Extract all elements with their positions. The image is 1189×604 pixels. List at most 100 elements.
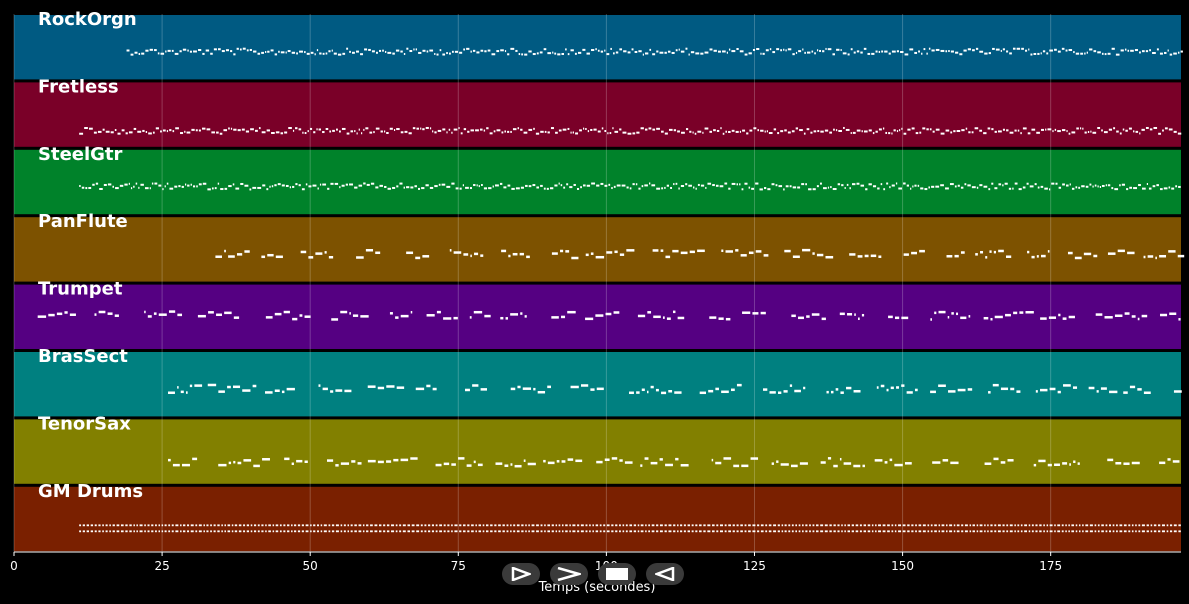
note-mark — [139, 530, 143, 533]
stop-button[interactable] — [598, 563, 636, 585]
note-mark — [528, 530, 530, 533]
note-mark — [827, 186, 830, 189]
note-mark — [233, 316, 240, 319]
note-mark — [1082, 127, 1084, 130]
note-mark — [976, 524, 979, 527]
note-mark — [354, 530, 357, 533]
note-mark — [906, 184, 909, 187]
note-mark — [590, 252, 594, 255]
note-mark — [688, 184, 692, 187]
note-mark — [426, 314, 435, 317]
note-mark — [528, 524, 530, 527]
note-mark — [500, 316, 504, 320]
note-mark — [742, 311, 751, 314]
note-mark — [572, 530, 576, 533]
note-mark — [872, 132, 875, 135]
note-mark — [666, 184, 669, 187]
note-mark — [453, 316, 458, 320]
note-mark — [218, 463, 227, 467]
note-mark — [919, 131, 922, 134]
note-mark — [319, 183, 322, 186]
note-mark — [274, 53, 278, 56]
note-mark — [748, 52, 752, 55]
note-mark — [868, 183, 872, 186]
forward-button[interactable] — [550, 563, 588, 585]
play-button[interactable] — [502, 563, 540, 585]
note-mark — [1177, 254, 1185, 258]
note-mark — [165, 50, 167, 53]
note-mark — [707, 524, 711, 527]
note-mark — [105, 530, 108, 533]
note-mark — [69, 313, 76, 316]
note-mark — [1115, 53, 1120, 56]
note-mark — [144, 310, 146, 314]
note-mark — [384, 50, 387, 53]
note-mark — [645, 530, 647, 533]
note-mark — [915, 524, 917, 527]
note-mark — [216, 313, 222, 317]
note-mark — [777, 524, 780, 527]
note-mark — [763, 254, 769, 257]
note-mark — [1109, 524, 1112, 527]
note-mark — [470, 254, 472, 258]
note-mark — [585, 128, 587, 131]
note-mark — [202, 182, 207, 185]
note-mark — [354, 130, 356, 133]
note-mark — [947, 315, 950, 319]
rewind-button[interactable] — [646, 563, 684, 585]
note-mark — [838, 129, 842, 132]
note-mark — [407, 530, 411, 533]
note-mark — [1119, 184, 1121, 187]
note-mark — [603, 530, 606, 533]
note-mark — [211, 131, 215, 134]
note-mark — [855, 530, 859, 533]
note-mark — [640, 464, 643, 467]
note-mark — [810, 131, 813, 134]
note-mark — [678, 48, 680, 51]
note-mark — [1124, 48, 1127, 51]
note-mark — [499, 182, 503, 185]
note-mark — [415, 48, 418, 51]
note-mark — [1096, 390, 1099, 393]
note-mark — [557, 53, 561, 56]
note-mark — [386, 131, 389, 134]
note-mark — [537, 390, 546, 394]
note-mark — [116, 524, 120, 527]
note-mark — [604, 184, 608, 187]
note-mark — [877, 187, 880, 190]
note-mark — [1020, 530, 1023, 533]
note-mark — [502, 524, 505, 527]
note-mark — [501, 131, 504, 134]
note-mark — [520, 128, 523, 131]
note-mark — [1158, 132, 1162, 135]
note-mark — [1101, 52, 1104, 55]
note-mark — [1019, 311, 1024, 314]
note-mark — [724, 524, 727, 527]
note-mark — [808, 188, 812, 191]
note-mark — [128, 182, 130, 185]
note-mark — [788, 524, 791, 527]
note-mark — [202, 52, 205, 55]
note-mark — [317, 524, 319, 527]
note-mark — [1129, 186, 1133, 189]
note-mark — [327, 459, 334, 462]
note-mark — [806, 128, 810, 131]
note-mark — [207, 383, 217, 387]
note-mark — [112, 530, 115, 533]
note-mark — [210, 530, 212, 533]
note-mark — [632, 183, 635, 186]
note-mark — [210, 524, 212, 527]
note-mark — [1153, 530, 1157, 533]
note-mark — [443, 530, 446, 533]
note-mark — [1111, 47, 1115, 50]
note-mark — [265, 50, 267, 53]
note-mark — [699, 524, 702, 527]
note-mark — [791, 524, 794, 527]
note-mark — [561, 460, 566, 463]
note-mark — [473, 184, 476, 187]
note-mark — [478, 524, 482, 527]
note-mark — [1028, 524, 1031, 527]
note-mark — [82, 524, 85, 527]
note-mark — [1017, 129, 1020, 132]
note-mark — [56, 312, 63, 316]
